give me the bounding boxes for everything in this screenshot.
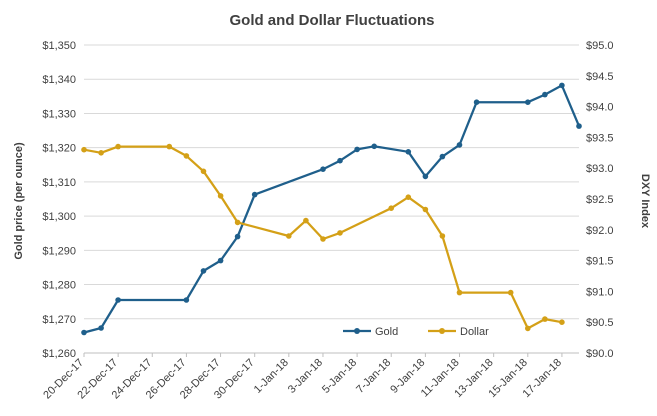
x-tick-label: 5-Jan-18 (320, 357, 359, 396)
y-tick-label: $1,310 (42, 177, 76, 189)
y2-tick-label: $90.0 (586, 348, 614, 360)
dollar-data-point (542, 316, 548, 322)
dollar-data-point (234, 219, 241, 226)
legend: Gold Dollar (343, 326, 489, 338)
y-axis-left: $1,260 $1,270 $1,280 $1,290 $1,300 $1,310 $1,3… (42, 40, 76, 360)
dollar-data-point (115, 143, 121, 150)
y2-tick-label: $91.0 (586, 286, 614, 298)
y-tick-label: $1,350 (42, 40, 76, 52)
y-axis-label: Gold price (per ounce) (13, 142, 25, 260)
y-tick-label: $1,300 (42, 211, 76, 223)
y2-tick-label: $92.5 (586, 194, 614, 206)
gold-data-point (115, 297, 121, 303)
gold-data-point (320, 166, 326, 172)
gold-data-point (371, 143, 378, 150)
gold-data-point (251, 191, 258, 198)
dollar-data-point (405, 194, 412, 200)
dollar-data-point (320, 236, 326, 242)
dollar-data-point (422, 206, 429, 213)
gold-data-point (456, 142, 463, 148)
y-tick-label: $1,320 (42, 143, 76, 155)
y2-tick-label: $90.5 (586, 317, 614, 329)
gold-data-point (405, 149, 412, 155)
gold-data-point (81, 329, 87, 336)
gold-data-point (439, 153, 446, 160)
gold-data-point (559, 82, 565, 89)
gold-data-point (422, 173, 429, 180)
y-axis-right: $90.0 $90.5 $91.0 $91.5 $92.0 $92.5 $93.0 $93.5… (586, 40, 614, 360)
y-tick-label: $1,330 (42, 108, 76, 120)
dollar-data-point (507, 289, 514, 296)
x-axis: 20-Dec-1722-Dec-1724-Dec-1726-Dec-1728-D… (41, 352, 579, 401)
y-tick-label: $1,290 (42, 245, 76, 257)
y-tick-label: $1,280 (42, 280, 76, 292)
y2-tick-label: $95.0 (586, 40, 614, 52)
dollar-data-point (81, 146, 87, 153)
gold-data-point (183, 297, 190, 303)
chart-title: Gold and Dollar Fluctuations (229, 12, 434, 29)
dollar-data-point (388, 205, 395, 211)
gold-data-point (217, 257, 224, 264)
dollar-data-point (217, 193, 224, 199)
dollar-data-point (183, 153, 190, 159)
dollar-data-point (439, 233, 446, 239)
x-tick-label: 1-Jan-18 (252, 357, 291, 396)
gold-series-line (83, 84, 581, 334)
y2-tick-label: $93.5 (586, 132, 614, 144)
gold-data-point (337, 157, 343, 164)
gold-data-point (354, 146, 360, 153)
dollar-data-point (525, 325, 531, 332)
y-tick-label: $1,270 (42, 314, 76, 326)
gold-data-point (200, 268, 207, 274)
dollar-data-point (456, 289, 463, 296)
dollar-data-point (200, 168, 207, 175)
dollar-data-point (303, 217, 309, 224)
gold-data-point (98, 325, 104, 331)
gold-data-point (525, 99, 531, 105)
y-tick-label: $1,340 (42, 74, 76, 86)
gold-data-point (576, 123, 582, 129)
gold-data-point (473, 99, 480, 105)
x-tick-label: 3-Jan-18 (286, 357, 325, 396)
y2-tick-label: $91.5 (586, 256, 614, 268)
legend-dollar-marker (439, 328, 445, 334)
dollar-data-point (559, 319, 565, 326)
dollar-data-point (98, 150, 104, 156)
legend-gold-marker (354, 328, 360, 334)
gold-data-point (542, 91, 548, 98)
dollar-data-point (337, 230, 343, 236)
legend-gold-label: Gold (375, 326, 398, 338)
y2-axis-label: DXY Index (639, 174, 651, 229)
dollar-data-point (286, 233, 292, 239)
legend-dollar-label: Dollar (460, 326, 489, 338)
x-tick-label: 7-Jan-18 (354, 357, 393, 396)
y2-tick-label: $94.5 (586, 71, 614, 83)
series-layer (81, 82, 582, 336)
gridlines (84, 44, 579, 354)
y-tick-label: $1,260 (42, 348, 76, 360)
y2-tick-label: $94.0 (586, 102, 614, 114)
y2-tick-label: $92.0 (586, 225, 614, 237)
dollar-data-point (166, 143, 173, 150)
gold-data-point (234, 233, 241, 240)
y2-tick-label: $93.0 (586, 163, 614, 175)
